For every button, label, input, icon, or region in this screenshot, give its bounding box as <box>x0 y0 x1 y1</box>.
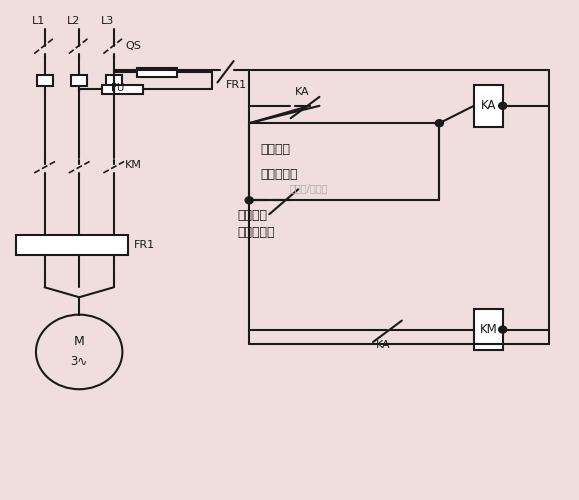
Text: 3∿: 3∿ <box>71 356 88 368</box>
Circle shape <box>499 102 507 110</box>
Text: FU: FU <box>111 84 124 94</box>
Bar <box>36 76 53 86</box>
Circle shape <box>245 197 253 204</box>
Text: 浮球开关: 浮球开关 <box>261 143 291 156</box>
Text: KA: KA <box>481 100 496 112</box>
Text: （低水位）: （低水位） <box>237 226 275 239</box>
Bar <box>249 123 439 200</box>
Bar <box>102 85 142 94</box>
Bar <box>16 235 128 255</box>
Text: QS: QS <box>125 41 141 51</box>
Text: （高水位）: （高水位） <box>261 168 298 180</box>
Bar <box>474 85 503 126</box>
Text: FR1: FR1 <box>134 240 155 250</box>
Text: FR1: FR1 <box>226 80 247 90</box>
Text: L1: L1 <box>32 16 46 26</box>
Text: 百家号/电师傅: 百家号/电师傅 <box>290 183 328 193</box>
Text: 浮球开关: 浮球开关 <box>237 208 267 222</box>
Text: KA: KA <box>376 340 391 350</box>
Circle shape <box>499 326 507 333</box>
Text: L2: L2 <box>67 16 80 26</box>
Bar <box>474 308 503 350</box>
Text: L3: L3 <box>101 16 115 26</box>
Text: KM: KM <box>479 323 497 336</box>
Text: KA: KA <box>295 87 310 97</box>
Text: M: M <box>74 336 85 348</box>
Circle shape <box>435 120 444 126</box>
Text: KM: KM <box>125 160 142 170</box>
Bar <box>137 68 177 77</box>
Bar <box>71 76 87 86</box>
Bar <box>106 76 122 86</box>
